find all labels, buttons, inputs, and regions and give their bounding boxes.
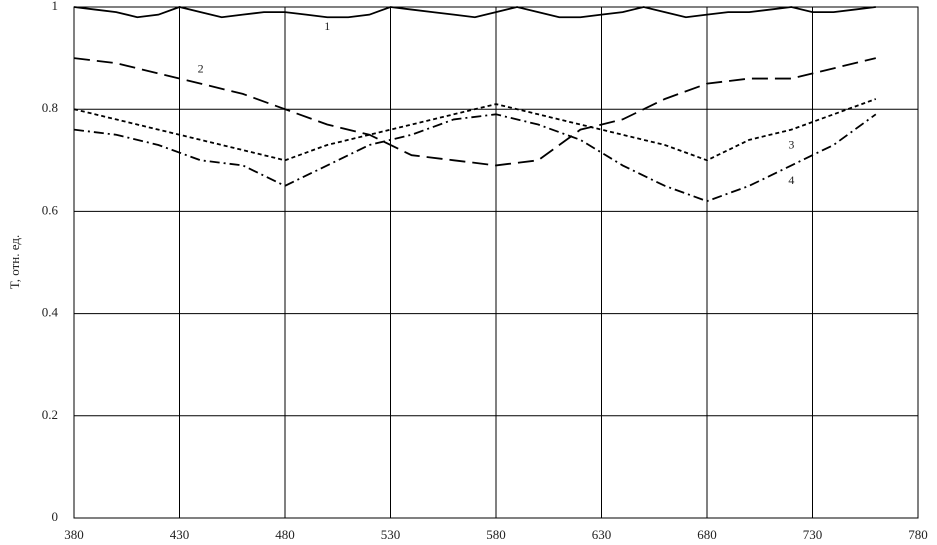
curve-label: 2: [198, 61, 204, 75]
x-tick-label: 630: [592, 527, 612, 542]
x-tick-label: 780: [908, 527, 928, 542]
x-tick-label: 680: [697, 527, 717, 542]
x-tick-label: 380: [64, 527, 84, 542]
y-tick-label: 0.2: [42, 407, 58, 422]
y-tick-label: 0.6: [42, 202, 59, 217]
y-tick-label: 0.8: [42, 100, 58, 115]
y-tick-label: 0.4: [42, 305, 59, 320]
series-line: [73, 113, 877, 203]
y-axis-title: T, отн. ед.: [7, 235, 22, 289]
curve-label: 4: [788, 173, 794, 187]
x-tick-label: 480: [275, 527, 295, 542]
x-tick-label: 530: [381, 527, 401, 542]
y-tick-label: 0: [52, 509, 59, 524]
plot-border: [73, 6, 919, 519]
curve-label: 1: [324, 19, 330, 33]
x-tick-label: 580: [486, 527, 506, 542]
series-line: [73, 6, 876, 19]
curve-label: 3: [788, 137, 794, 151]
y-tick-label: 1: [52, 0, 59, 13]
series-line: [73, 57, 877, 167]
x-tick-label: 730: [803, 527, 823, 542]
x-tick-label: 430: [170, 527, 190, 542]
series-line: [73, 98, 877, 162]
